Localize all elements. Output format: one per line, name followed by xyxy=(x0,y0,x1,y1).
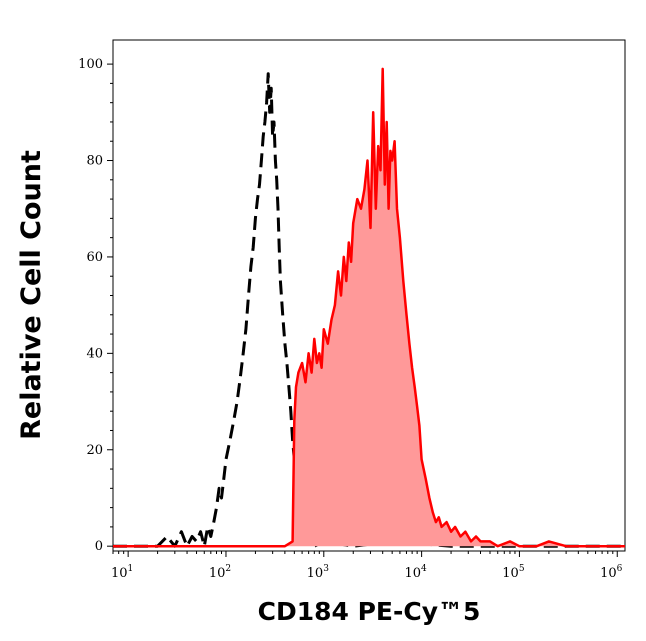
x-tick-label: 103 xyxy=(307,564,330,581)
x-tick-label: 101 xyxy=(111,564,133,581)
x-tick-label: 106 xyxy=(600,564,623,581)
y-tick-label: 80 xyxy=(86,154,103,169)
series-1-area xyxy=(113,68,625,547)
y-tick-label: 100 xyxy=(78,57,103,72)
x-tick-label: 102 xyxy=(209,564,231,581)
x-axis-label: CD184 PE-Cy™5 xyxy=(258,597,481,626)
ticks-layer: 0 20 40 60 80 100 101 102 103 104 105 106 xyxy=(78,57,622,581)
y-tick-label: 60 xyxy=(86,250,103,265)
x-tick-label: 104 xyxy=(404,564,427,581)
y-axis-label: Relative Cell Count xyxy=(16,150,47,440)
y-tick-label: 0 xyxy=(95,539,103,554)
series-1-line xyxy=(113,67,625,548)
y-tick-label: 40 xyxy=(86,346,103,361)
series-layer xyxy=(113,67,625,548)
y-tick-label: 20 xyxy=(86,443,103,458)
x-tick-label: 105 xyxy=(502,564,525,581)
